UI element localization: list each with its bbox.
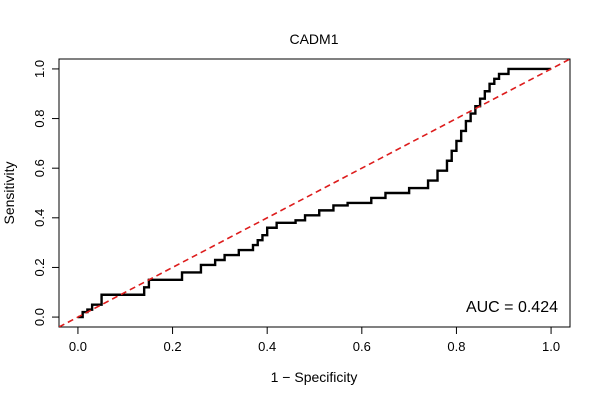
y-tick-label: 0.8 — [32, 110, 47, 128]
y-tick-label: 0.6 — [32, 159, 47, 177]
y-tick-label: 0.0 — [32, 308, 47, 326]
x-tick-label: 0.4 — [258, 339, 276, 354]
y-axis-label: Sensitivity — [1, 161, 17, 224]
x-axis: 0.0 0.2 0.4 0.6 0.8 1.0 — [69, 326, 560, 354]
chart-title: CADM1 — [289, 31, 338, 47]
reference-diagonal-line — [59, 59, 570, 327]
y-tick-label: 0.4 — [32, 209, 47, 227]
y-tick-label: 1.0 — [32, 60, 47, 78]
x-tick-label: 1.0 — [542, 339, 560, 354]
x-tick-label: 0.2 — [164, 339, 182, 354]
auc-annotation: AUC = 0.424 — [466, 299, 558, 316]
series-layer — [59, 59, 570, 327]
roc-curve-line — [77, 67, 552, 319]
x-tick-label: 0.6 — [353, 339, 371, 354]
y-axis: 0.0 0.2 0.4 0.6 0.8 1.0 — [32, 60, 60, 326]
y-tick-label: 0.2 — [32, 258, 47, 276]
x-tick-label: 0.8 — [447, 339, 465, 354]
x-axis-label: 1 − Specificity — [271, 369, 358, 385]
x-tick-label: 0.0 — [69, 339, 87, 354]
